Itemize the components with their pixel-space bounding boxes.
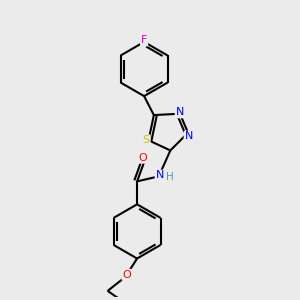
Text: S: S: [142, 135, 150, 145]
Text: O: O: [122, 270, 131, 280]
Text: O: O: [139, 153, 147, 163]
Text: N: N: [156, 170, 164, 181]
Text: N: N: [184, 131, 193, 142]
Text: H: H: [167, 172, 174, 182]
Text: N: N: [176, 107, 184, 117]
Text: F: F: [141, 35, 147, 46]
